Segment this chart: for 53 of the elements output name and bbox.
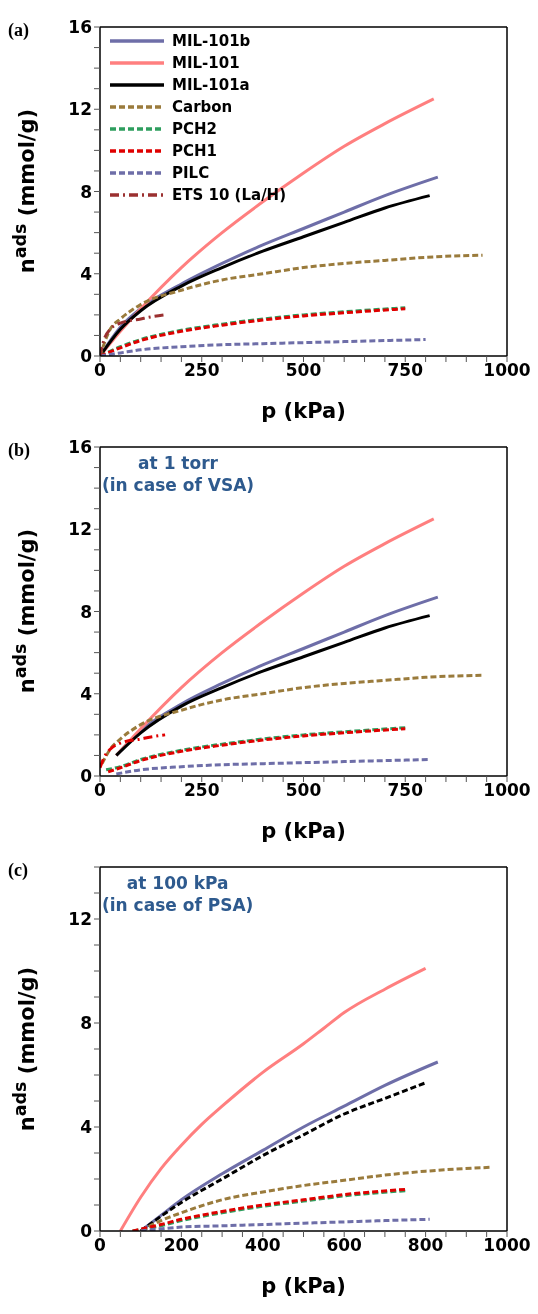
y-tick-label: 0 (80, 1221, 93, 1242)
annotation: at 100 kPa (125, 872, 230, 894)
x-tick-label: 400 (245, 1235, 281, 1256)
line-series (139, 1165, 493, 1231)
x-axis-title: p (kPa) (261, 399, 346, 423)
y-tick-label: 0 (80, 766, 93, 787)
line-series (100, 733, 167, 770)
x-tick-label: 0 (94, 360, 107, 381)
legend-label: ETS 10 (La/H) (172, 185, 287, 206)
y-tick-label: 12 (68, 99, 92, 120)
legend-label: MIL-101a (172, 75, 250, 96)
y-tick-label: 12 (68, 519, 92, 540)
chart-title: (a) (8, 20, 29, 41)
legend-label: PILC (172, 163, 210, 184)
x-axis-title: p (kPa) (261, 1274, 346, 1298)
legend-label: Carbon (172, 97, 233, 118)
x-tick-label: 1000 (483, 1235, 531, 1256)
legend-label: MIL-101 (172, 53, 240, 74)
x-tick-label: 0 (94, 780, 107, 801)
chart-title: (b) (8, 440, 30, 461)
x-tick-label: 600 (326, 1235, 363, 1256)
y-tick-label: 16 (68, 17, 92, 38)
y-tick-label: 8 (80, 601, 92, 622)
line-series (100, 253, 485, 356)
y-tick-label: 0 (80, 346, 93, 367)
chart-title: (c) (8, 860, 28, 881)
x-tick-label: 250 (184, 360, 220, 381)
x-tick-label: 800 (407, 1235, 444, 1256)
y-tick-label: 12 (68, 909, 92, 930)
x-tick-label: 750 (387, 360, 424, 381)
y-tick-label: 4 (80, 263, 93, 284)
x-tick-label: 1000 (483, 780, 531, 801)
y-tick-label: 8 (80, 1013, 92, 1034)
x-tick-label: 200 (163, 1235, 200, 1256)
x-tick-label: 1000 (483, 360, 531, 381)
annotation: (in case of VSA) (102, 474, 255, 496)
x-axis-title: p (kPa) (261, 819, 346, 843)
x-tick-label: 250 (184, 780, 220, 801)
legend-label: PCH2 (172, 119, 217, 140)
line-series (118, 966, 428, 1231)
x-tick-label: 500 (285, 360, 322, 381)
legend-label: MIL-101b (172, 31, 251, 52)
annotation: at 1 torr (137, 452, 219, 474)
legend-label: PCH1 (172, 141, 217, 162)
y-tick-label: 8 (80, 181, 92, 202)
annotation: (in case of PSA) (102, 894, 254, 916)
y-tick-label: 16 (68, 437, 92, 458)
y-tick-label: 4 (80, 683, 93, 704)
x-tick-label: 500 (285, 780, 322, 801)
y-tick-label: 4 (80, 1117, 93, 1138)
x-tick-label: 0 (94, 1235, 107, 1256)
line-series (100, 313, 167, 356)
x-tick-label: 750 (387, 780, 424, 801)
